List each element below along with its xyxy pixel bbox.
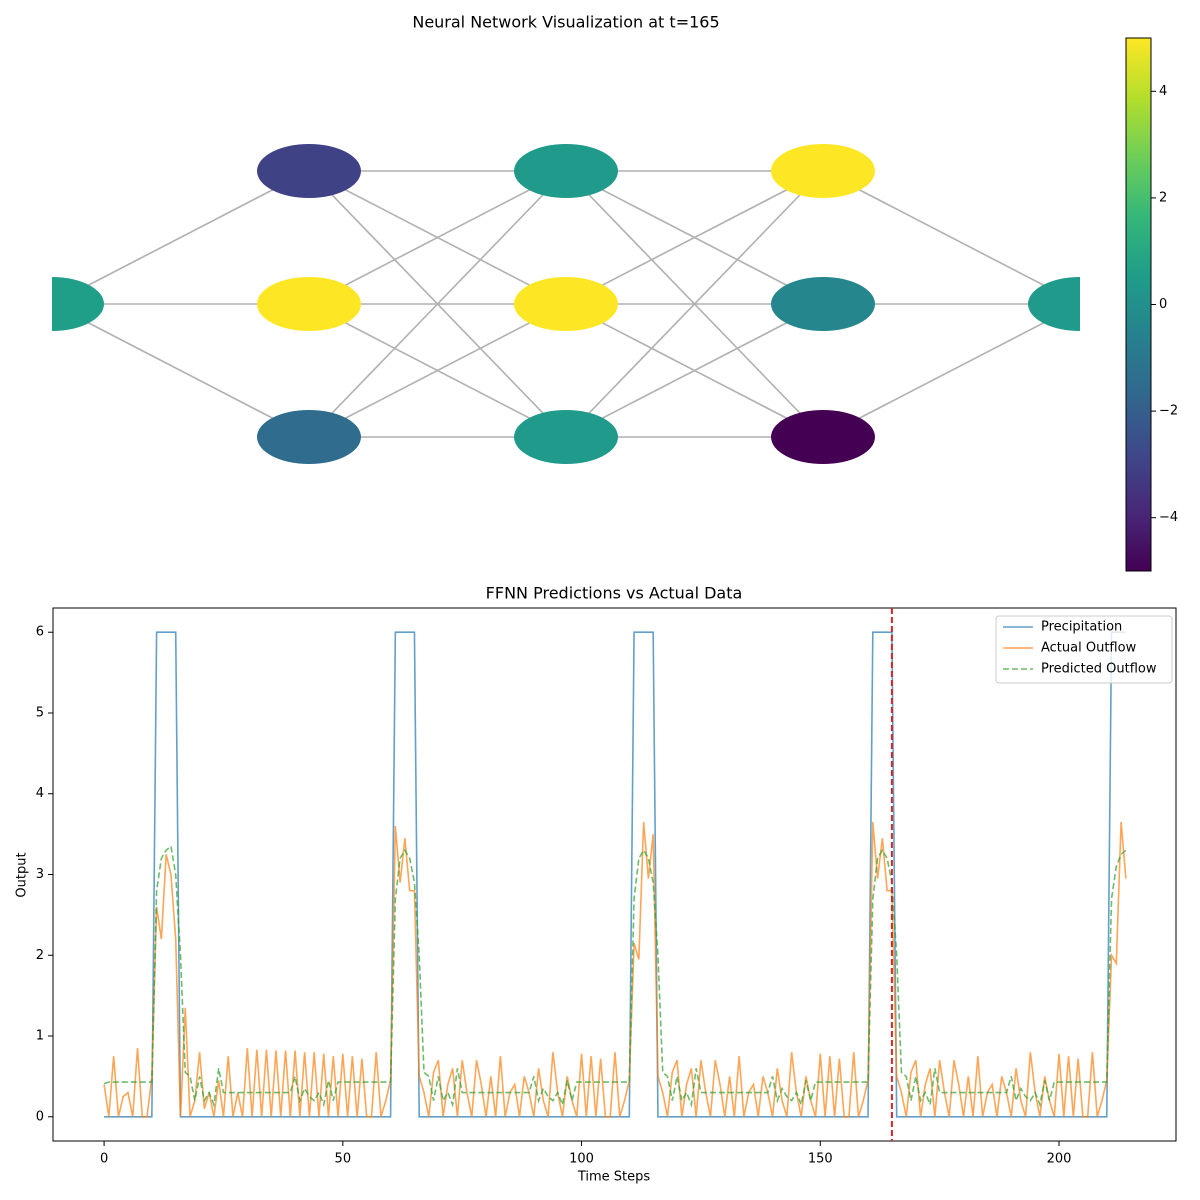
series-line (104, 631, 1126, 1118)
x-tick-label: 150 (808, 1152, 833, 1167)
x-tick-label: 200 (1047, 1152, 1072, 1167)
network (52, 144, 1080, 464)
legend-label: Predicted Outflow (1041, 662, 1157, 677)
y-tick-label: 0 (36, 1109, 44, 1124)
colorbar-tick-label: 2 (1159, 190, 1167, 205)
neuron (514, 144, 618, 198)
edge (822, 303, 1080, 438)
y-tick-label: 3 (36, 867, 44, 882)
neuron (514, 277, 618, 331)
edge (308, 170, 567, 438)
line-title: FFNN Predictions vs Actual Data (486, 584, 743, 603)
neuron (771, 144, 875, 198)
edge (565, 170, 824, 305)
plot-area (103, 608, 1127, 1141)
neuron (771, 410, 875, 464)
legend-label: Actual Outflow (1041, 641, 1137, 656)
edge (308, 303, 567, 438)
edge (52, 170, 310, 305)
edge (565, 170, 824, 438)
legend-box (995, 615, 1173, 684)
neuron (257, 410, 361, 464)
colorbar-tick-label: 4 (1159, 84, 1167, 99)
line-chart: 0 50 100 150 200 0 1 2 3 4 5 6 Precipitation Actual O… (36, 607, 1177, 1167)
colorbar-scale (1125, 37, 1152, 572)
x-axis-label: Time Steps (577, 1170, 651, 1185)
edge (565, 303, 824, 438)
x-tick-label: 0 (100, 1152, 108, 1167)
y-tick-label: 4 (36, 786, 44, 801)
colorbar-tick-label: −2 (1159, 404, 1178, 419)
series-line (103, 821, 1127, 1118)
legend-label: Precipitation (1041, 620, 1122, 635)
neuron (514, 410, 618, 464)
y-tick-label: 1 (36, 1029, 44, 1044)
edge (52, 303, 310, 438)
y-tick-label: 6 (36, 625, 44, 640)
x-tick-label: 100 (569, 1152, 594, 1167)
neuron (257, 144, 361, 198)
edge (308, 170, 567, 305)
series-line (103, 844, 1127, 1108)
neuron (52, 277, 104, 331)
x-tick-label: 50 (335, 1152, 352, 1167)
neuron (1028, 277, 1080, 331)
colorbar-tick-label: 0 (1159, 297, 1167, 312)
y-tick-label: 5 (36, 705, 44, 720)
network-title: Neural Network Visualization at t=165 (412, 13, 719, 32)
neuron (257, 277, 361, 331)
colorbar-tick-label: −4 (1159, 510, 1178, 525)
colorbar: −4 −2 0 2 4 (1125, 37, 1178, 572)
neuron (771, 277, 875, 331)
y-tick-label: 2 (36, 948, 44, 963)
y-axis-label: Output (15, 852, 30, 897)
edge (822, 170, 1080, 305)
